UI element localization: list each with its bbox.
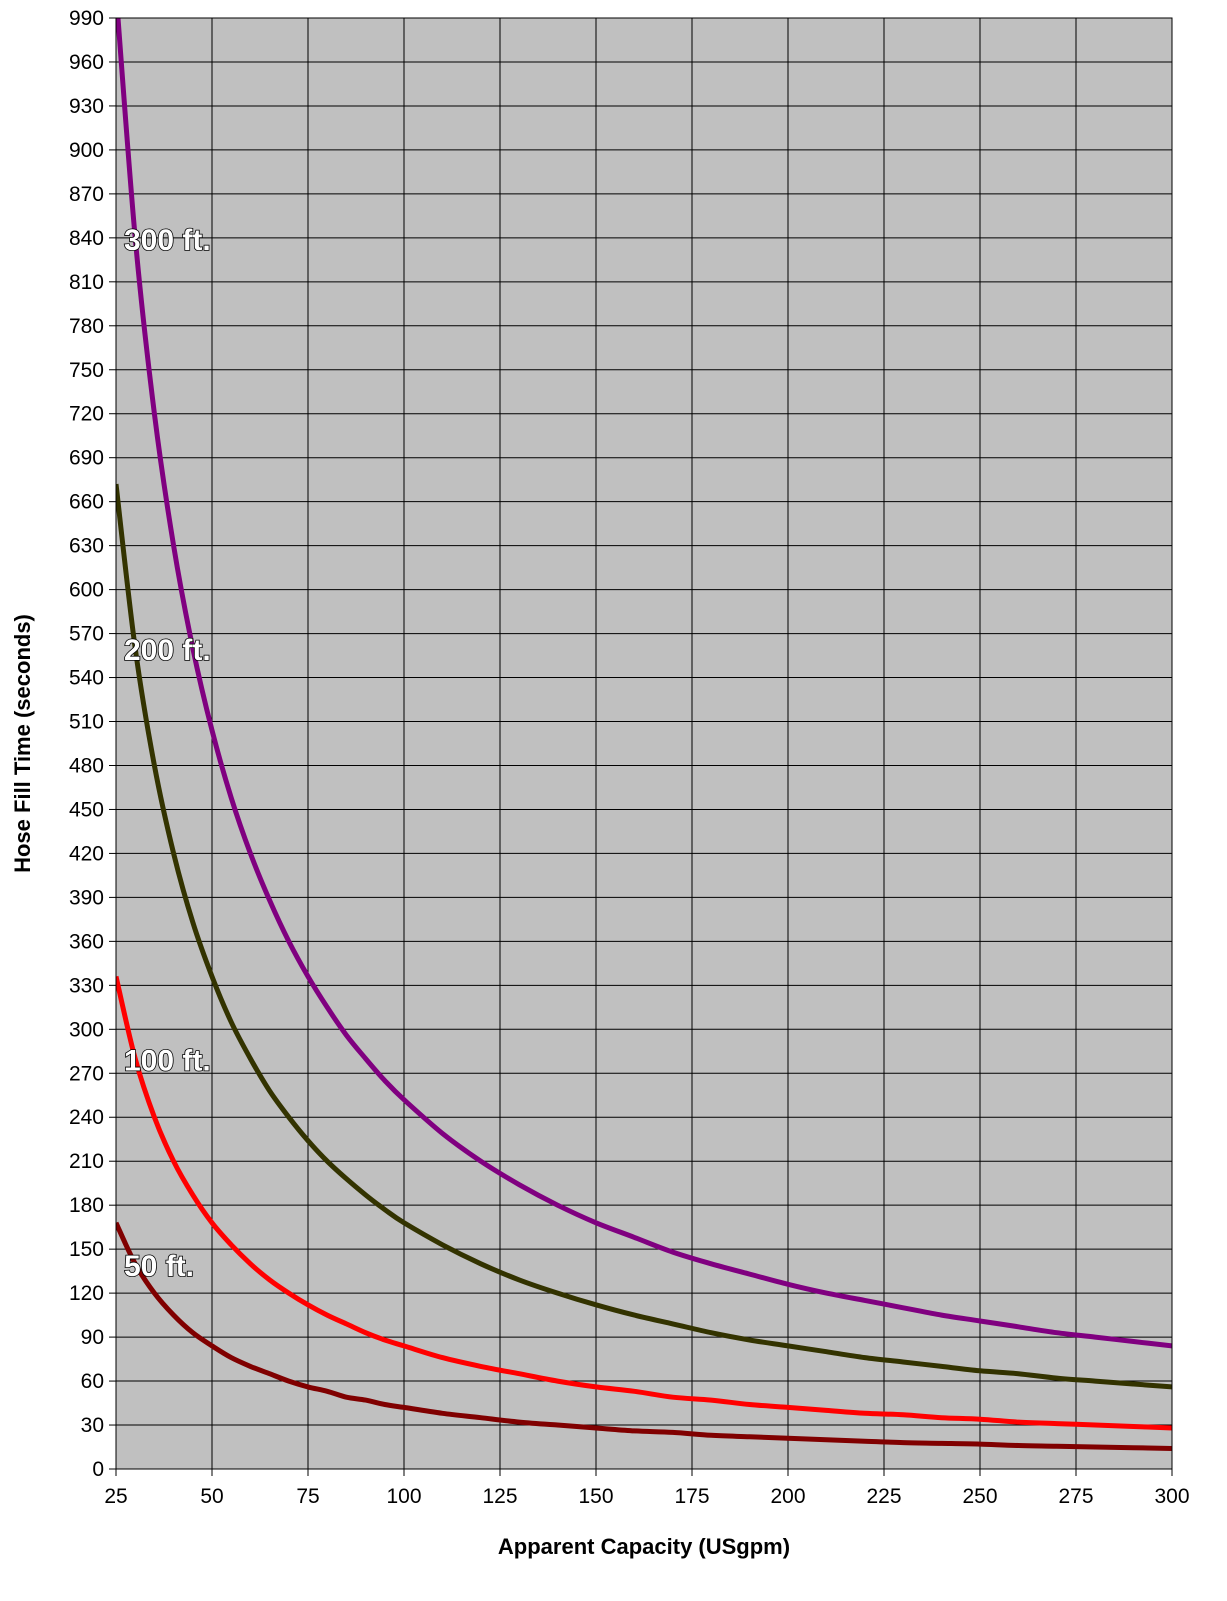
series-line-2	[116, 975, 1172, 1431]
y-tick-label: 480	[69, 754, 104, 777]
gridlines	[115, 17, 1173, 1470]
y-tick-label: 390	[69, 886, 104, 909]
y-tick-label: 780	[69, 315, 104, 338]
y-tick-label: 180	[69, 1194, 104, 1217]
y-tick-label: 540	[69, 667, 104, 690]
y-tick-label: 300	[69, 1018, 104, 1041]
series-label: 200 ft.	[124, 634, 211, 667]
x-tick-label: 275	[1058, 1485, 1093, 1508]
series-line-1	[116, 483, 1172, 1390]
series-label: 300 ft.	[124, 224, 211, 257]
y-tick-label: 720	[69, 403, 104, 426]
x-tick-label: 225	[866, 1485, 901, 1508]
y-axis-title: Hose Fill Time (seconds)	[10, 614, 35, 873]
y-tick-label: 210	[69, 1150, 104, 1173]
plot-area	[116, 18, 1172, 1469]
series-line-3	[116, 1221, 1172, 1451]
y-tick-label: 270	[69, 1062, 104, 1085]
y-tick-label: 30	[81, 1414, 104, 1437]
x-tick-label: 125	[482, 1485, 517, 1508]
y-tick-label: 570	[69, 623, 104, 646]
x-tick-label: 300	[1154, 1485, 1189, 1508]
x-tick-label: 50	[200, 1485, 223, 1508]
series-lines	[116, 18, 1172, 1451]
series-labels: 300 ft. 200 ft. 100 ft. 50 ft.	[123, 223, 211, 1284]
y-tick-label: 750	[69, 359, 104, 382]
y-tick-label: 600	[69, 579, 104, 602]
y-tick-label: 870	[69, 183, 104, 206]
y-tick-label: 360	[69, 930, 104, 953]
y-tick-label: 510	[69, 711, 104, 734]
x-tick-label: 200	[770, 1485, 805, 1508]
x-axis-title: Apparent Capacity (USgpm)	[498, 1534, 790, 1559]
y-tick-label: 930	[69, 95, 104, 118]
y-tick-label: 420	[69, 842, 104, 865]
plot-border	[115, 17, 1173, 1470]
x-tick-label: 100	[386, 1485, 421, 1508]
y-tick-label: 330	[69, 974, 104, 997]
series-line-0	[116, 18, 1172, 1349]
series-label: 50 ft.	[124, 1250, 194, 1283]
y-tick-label: 660	[69, 491, 104, 514]
x-tick-label: 25	[104, 1485, 127, 1508]
y-tick-label: 240	[69, 1106, 104, 1129]
axis-ticks: 0 30 60 90 120 150 180 210 240 270 300 330 360 390 420…	[69, 7, 1190, 1508]
x-tick-label: 150	[578, 1485, 613, 1508]
y-tick-label: 630	[69, 535, 104, 558]
y-tick-label: 90	[81, 1326, 104, 1349]
y-tick-label: 120	[69, 1282, 104, 1305]
y-tick-label: 900	[69, 139, 104, 162]
x-tick-label: 250	[962, 1485, 997, 1508]
y-tick-label: 810	[69, 271, 104, 294]
y-tick-label: 990	[69, 7, 104, 30]
x-tick-label: 175	[674, 1485, 709, 1508]
y-tick-label: 960	[69, 51, 104, 74]
y-tick-label: 690	[69, 447, 104, 470]
y-tick-label: 840	[69, 227, 104, 250]
y-tick-label: 150	[69, 1238, 104, 1261]
x-tick-label: 75	[296, 1485, 319, 1508]
y-tick-label: 0	[92, 1458, 104, 1481]
series-label: 100 ft.	[124, 1045, 211, 1078]
y-tick-label: 450	[69, 798, 104, 821]
y-tick-label: 60	[81, 1370, 104, 1393]
